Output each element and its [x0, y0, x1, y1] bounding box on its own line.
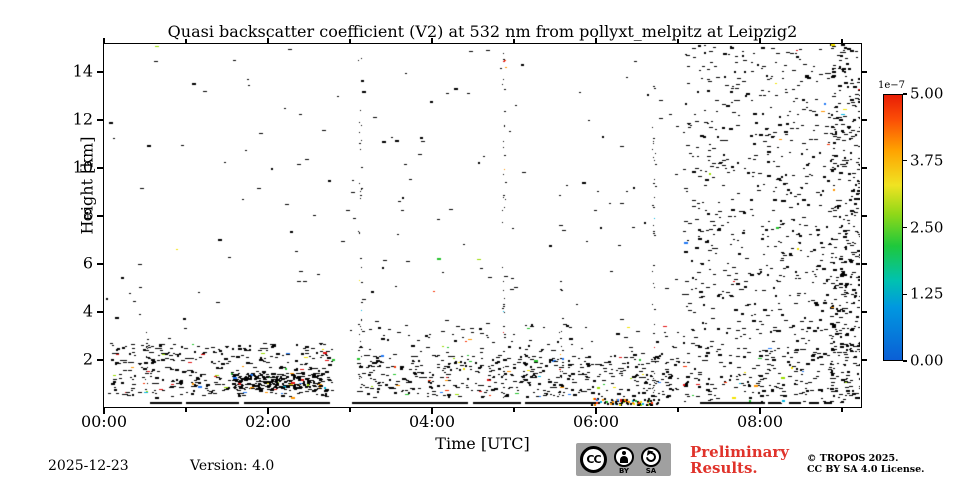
preliminary-line1: Preliminary	[690, 443, 789, 461]
colorbar-tick	[903, 293, 907, 295]
y-tick-label: 14	[72, 61, 93, 81]
x-minor-tick	[185, 408, 187, 412]
y-tick-label: 8	[82, 205, 93, 225]
y-tick-label: 12	[72, 109, 93, 129]
x-major-tick-top	[103, 38, 105, 43]
x-axis-label: Time [UTC]	[435, 434, 530, 453]
chart-title: Quasi backscatter coefficient (V2) at 53…	[167, 22, 798, 41]
cc-sa-label: SA	[645, 467, 657, 475]
preliminary-line2: Results.	[690, 459, 758, 477]
colorbar-tick	[903, 360, 907, 362]
colorbar-tick-label: 1.25	[910, 284, 944, 303]
y-major-tick-right	[862, 359, 867, 361]
cc-by-person-icon	[614, 447, 634, 467]
y-major-tick-right	[862, 311, 867, 313]
cc-license-badge: CC BY SA	[576, 443, 671, 476]
colorbar-tick-label: 3.75	[910, 151, 944, 170]
copyright-text: © TROPOS 2025. CC BY SA 4.0 License.	[807, 453, 924, 475]
y-major-tick	[97, 167, 103, 169]
x-major-tick	[431, 408, 433, 414]
y-tick-label: 6	[82, 253, 93, 273]
x-major-tick	[595, 408, 597, 414]
y-major-tick-right	[862, 71, 867, 73]
x-tick-label: 04:00	[408, 412, 456, 431]
heatmap-canvas	[104, 44, 860, 406]
x-major-tick	[267, 408, 269, 414]
footer-date: 2025-12-23	[48, 458, 129, 474]
y-major-tick-right	[862, 215, 867, 217]
y-tick-label: 2	[82, 349, 93, 369]
x-tick-label: 02:00	[244, 412, 292, 431]
footer-version: Version: 4.0	[190, 458, 275, 474]
colorbar-exponent-label: 1e−7	[878, 80, 906, 91]
x-minor-tick	[349, 408, 351, 412]
copyright-line1: © TROPOS 2025.	[807, 453, 899, 464]
x-major-tick-top	[759, 38, 761, 43]
x-minor-tick-top	[513, 39, 515, 43]
y-major-tick	[97, 71, 103, 73]
x-tick-label: 08:00	[736, 412, 784, 431]
x-tick-label: 06:00	[572, 412, 620, 431]
cc-sa-arrow-icon	[641, 447, 661, 467]
x-major-tick	[103, 408, 105, 414]
y-tick-label: 4	[82, 301, 93, 321]
x-minor-tick-top	[841, 39, 843, 43]
y-major-tick	[97, 119, 103, 121]
preliminary-results-text: Preliminary Results.	[690, 444, 789, 476]
y-major-tick	[97, 215, 103, 217]
colorbar-tick	[903, 226, 907, 229]
x-minor-tick-top	[677, 39, 679, 43]
x-minor-tick	[841, 408, 843, 412]
colorbar-tick-label: 5.00	[910, 84, 944, 103]
colorbar-tick	[903, 160, 907, 162]
x-minor-tick-top	[349, 39, 351, 43]
x-major-tick-top	[431, 38, 433, 43]
colorbar-tick-label: 0.00	[910, 351, 944, 370]
person-body-icon	[620, 456, 628, 463]
x-major-tick-top	[267, 38, 269, 43]
copyright-line2: CC BY SA 4.0 License.	[807, 464, 925, 475]
cc-logo-icon: CC	[580, 446, 607, 473]
y-tick-label: 10	[72, 157, 93, 177]
y-major-tick	[97, 359, 103, 361]
y-major-tick-right	[862, 263, 867, 265]
x-minor-tick	[513, 408, 515, 412]
x-minor-tick	[677, 408, 679, 412]
x-major-tick-top	[595, 38, 597, 43]
y-major-tick-right	[862, 167, 867, 169]
y-major-tick	[97, 311, 103, 313]
y-major-tick-right	[862, 119, 867, 121]
colorbar-tick-label: 2.50	[910, 218, 944, 237]
y-major-tick	[97, 263, 103, 265]
x-tick-label: 00:00	[80, 412, 128, 431]
x-minor-tick-top	[185, 39, 187, 43]
person-head-icon	[622, 451, 626, 455]
colorbar-tick	[903, 93, 907, 95]
x-major-tick	[759, 408, 761, 414]
cc-by-label: BY	[618, 467, 630, 475]
colorbar-gradient	[883, 94, 903, 361]
